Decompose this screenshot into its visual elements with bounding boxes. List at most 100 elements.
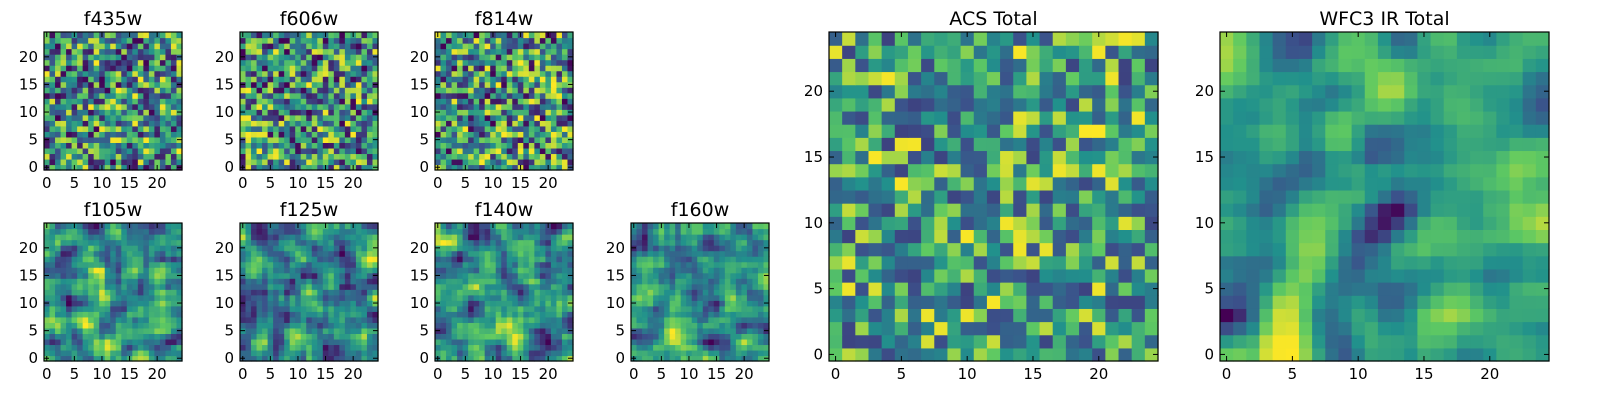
- heatmap-cell: [295, 114, 302, 121]
- heatmap-cell: [545, 283, 552, 290]
- heatmap-cell: [647, 333, 654, 340]
- heatmap-cell: [567, 98, 574, 105]
- heatmap-cell: [653, 338, 660, 346]
- heatmap-cell: [457, 147, 464, 155]
- heatmap-cell: [289, 256, 296, 263]
- heatmap-cell: [451, 327, 458, 334]
- heatmap-cell: [165, 32, 172, 39]
- heatmap-cell: [311, 87, 318, 94]
- heatmap-cell: [339, 109, 346, 116]
- heatmap-cell: [636, 283, 643, 290]
- heatmap-cell: [267, 153, 274, 160]
- heatmap-cell: [328, 131, 335, 138]
- heatmap-cell: [317, 103, 324, 110]
- heatmap-cell: [344, 142, 351, 149]
- heatmap-cell: [317, 311, 324, 318]
- heatmap-cell: [104, 272, 111, 279]
- heatmap-cell: [132, 338, 139, 346]
- heatmap-cell: [295, 316, 302, 323]
- heatmap-cell: [691, 311, 698, 318]
- heatmap-cell: [355, 54, 363, 61]
- heatmap-cell: [170, 114, 178, 121]
- heatmap-cell: [333, 316, 340, 323]
- heatmap-cell: [88, 32, 95, 39]
- heatmap-cell: [344, 70, 351, 77]
- heatmap-cell: [934, 308, 949, 323]
- heatmap-cell: [545, 125, 552, 132]
- heatmap-cell: [88, 344, 95, 351]
- heatmap-cell: [126, 228, 133, 235]
- heatmap-cell: [121, 142, 128, 149]
- heatmap-cell: [451, 278, 458, 285]
- heatmap-cell: [350, 239, 357, 246]
- heatmap-cell: [355, 234, 363, 241]
- heatmap-cell: [462, 333, 469, 340]
- heatmap-cell: [517, 300, 524, 307]
- heatmap-cell: [658, 283, 665, 290]
- heatmap-cell: [267, 294, 274, 301]
- heatmap-cell: [473, 327, 480, 334]
- heatmap-cell: [675, 338, 682, 346]
- heatmap-cell: [339, 103, 346, 110]
- heatmap-cell: [88, 120, 95, 127]
- heatmap-cell: [495, 153, 502, 160]
- heatmap-cell: [534, 294, 541, 301]
- heatmap-cell: [484, 32, 491, 39]
- heatmap-cell: [154, 316, 161, 323]
- heatmap-cell: [490, 300, 497, 307]
- heatmap-cell: [479, 322, 486, 329]
- heatmap-cell: [545, 70, 552, 77]
- heatmap-cell: [457, 125, 464, 132]
- heatmap-cell: [93, 87, 100, 94]
- heatmap-cell: [894, 255, 909, 270]
- heatmap-cell: [440, 114, 447, 121]
- heatmap-cell: [921, 242, 935, 257]
- heatmap-cell: [451, 92, 458, 99]
- heatmap-cell: [115, 333, 122, 340]
- heatmap-cell: [143, 272, 150, 279]
- heatmap-cell: [473, 223, 480, 230]
- heatmap-cell: [284, 239, 291, 246]
- heatmap-cell: [457, 250, 464, 257]
- heatmap-cell: [148, 344, 155, 351]
- heatmap-cell: [49, 278, 56, 285]
- heatmap-cell: [355, 333, 363, 340]
- heatmap-cell: [539, 228, 546, 235]
- heatmap-cell: [1118, 203, 1133, 217]
- heatmap-cell: [664, 355, 671, 362]
- heatmap-cell: [446, 256, 453, 263]
- heatmap-cell: [295, 76, 302, 83]
- heatmap-cell: [132, 76, 139, 83]
- heatmap-cell: [468, 250, 475, 257]
- heatmap-cell: [451, 70, 458, 77]
- heatmap-cell: [512, 164, 519, 171]
- heatmap-cell: [658, 294, 665, 301]
- heatmap-cell: [143, 59, 150, 66]
- heatmap-cell: [110, 239, 117, 246]
- heatmap-cell: [88, 239, 95, 246]
- heatmap-cell: [842, 255, 856, 270]
- heatmap-cell: [126, 48, 133, 55]
- heatmap-cell: [653, 316, 660, 323]
- heatmap-cell: [251, 294, 258, 301]
- heatmap-cell: [132, 234, 139, 241]
- heatmap-cell: [1118, 308, 1133, 323]
- heatmap-cell: [344, 294, 351, 301]
- heatmap-cell: [121, 164, 128, 171]
- heatmap-cell: [1144, 176, 1159, 191]
- heatmap-cell: [339, 283, 346, 290]
- heatmap-cell: [1026, 255, 1041, 270]
- heatmap-cell: [154, 333, 161, 340]
- heatmap-cell: [273, 278, 280, 285]
- heatmap-cell: [339, 54, 346, 61]
- heatmap-cell: [550, 245, 558, 252]
- heatmap-cell: [446, 153, 453, 160]
- heatmap-cell: [176, 131, 183, 138]
- heatmap-cell: [322, 311, 329, 318]
- heatmap-cell: [501, 272, 508, 279]
- heatmap-cell: [366, 338, 374, 346]
- heatmap-cell: [176, 59, 183, 66]
- heatmap-cell: [66, 87, 73, 94]
- heatmap-cell: [273, 245, 280, 252]
- heatmap-cell: [278, 289, 285, 296]
